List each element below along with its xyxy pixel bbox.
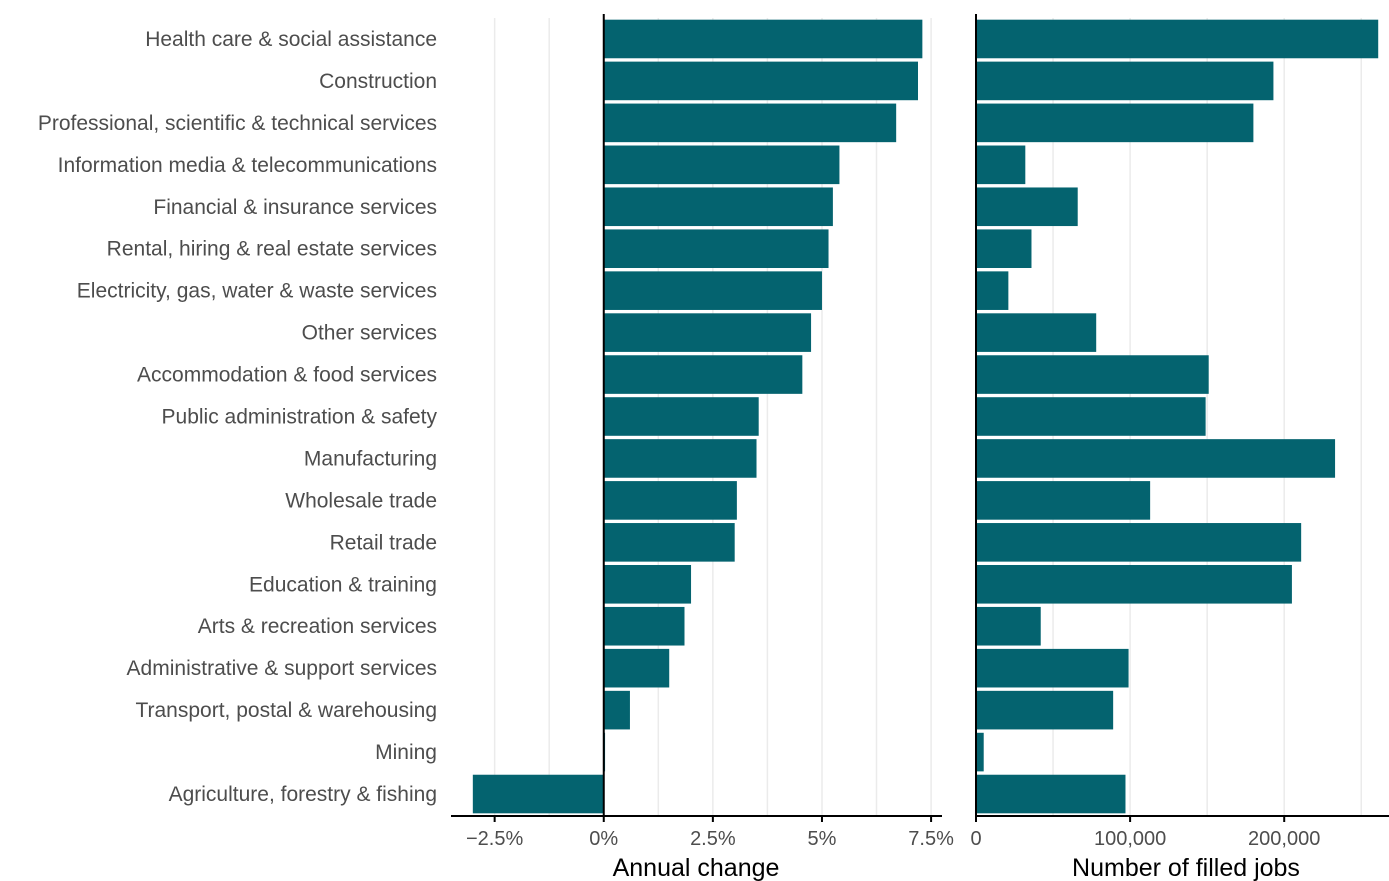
- tick-label: 200,000: [1248, 828, 1320, 850]
- category-label: Professional, scientific & technical ser…: [38, 112, 437, 135]
- annual-change-ticks: −2.5% 0% 2.5% 5% 7.5%: [466, 816, 954, 850]
- bar: [976, 439, 1336, 478]
- bar: [976, 271, 1009, 310]
- bar: [976, 606, 1041, 646]
- bar: [603, 229, 829, 269]
- category-label: Wholesale trade: [285, 489, 437, 512]
- filled-jobs-ticks: 0 100,000 200,000: [970, 816, 1320, 850]
- bar: [603, 103, 897, 143]
- bar: [603, 19, 923, 59]
- category-label: Education & training: [249, 573, 437, 596]
- bar: [603, 271, 822, 310]
- bar: [976, 648, 1129, 688]
- bar: [976, 481, 1151, 520]
- category-label: Public administration & safety: [162, 406, 438, 429]
- tick-label: 5%: [808, 828, 837, 850]
- bar: [472, 774, 604, 814]
- bar: [976, 732, 984, 772]
- tick-label: 7.5%: [908, 828, 954, 850]
- bar: [976, 397, 1206, 436]
- filled-jobs-bars: [976, 19, 1379, 814]
- bar: [976, 690, 1114, 730]
- category-label: Arts & recreation services: [198, 615, 437, 638]
- tick-label: 0%: [589, 828, 618, 850]
- filled-jobs-axis-title: Number of filled jobs: [1072, 854, 1300, 881]
- filled-jobs-panel: 0 100,000 200,000 Number of filled jobs: [970, 14, 1389, 881]
- bar: [603, 690, 630, 730]
- category-label: Manufacturing: [304, 447, 437, 470]
- tick-label: 0: [970, 828, 981, 850]
- category-label: Agriculture, forestry & fishing: [169, 783, 437, 806]
- bar: [976, 19, 1379, 59]
- annual-change-panel: −2.5% 0% 2.5% 5% 7.5% Annual change: [451, 14, 954, 881]
- category-label: Administrative & support services: [127, 657, 437, 680]
- bar: [603, 145, 840, 185]
- bar: [603, 648, 670, 688]
- bar: [603, 355, 803, 394]
- bar: [603, 187, 833, 227]
- bar: [976, 774, 1126, 814]
- annual-change-axis-title: Annual change: [613, 854, 780, 881]
- annual-change-bars: [472, 19, 923, 814]
- bar: [976, 103, 1254, 143]
- bar: [603, 481, 737, 520]
- bar: [603, 313, 812, 352]
- tick-label: 2.5%: [690, 828, 736, 850]
- tick-label: 100,000: [1094, 828, 1166, 850]
- category-label: Retail trade: [330, 531, 437, 554]
- category-label: Information media & telecommunications: [58, 154, 437, 177]
- bar: [603, 397, 759, 436]
- bar: [603, 523, 735, 562]
- bar: [603, 61, 918, 101]
- bar: [976, 355, 1209, 394]
- category-label: Mining: [375, 741, 437, 764]
- bar: [976, 61, 1274, 101]
- bar: [976, 313, 1097, 352]
- category-label: Health care & social assistance: [145, 28, 437, 51]
- bar: [976, 187, 1078, 227]
- category-label: Construction: [319, 70, 437, 93]
- category-label: Financial & insurance services: [153, 196, 437, 219]
- tick-label: −2.5%: [466, 828, 523, 850]
- bar: [976, 564, 1292, 604]
- bar: [603, 564, 692, 604]
- category-label: Electricity, gas, water & waste services: [77, 280, 437, 303]
- category-label: Rental, hiring & real estate services: [107, 238, 437, 261]
- bar: [976, 523, 1302, 562]
- bar: [976, 145, 1026, 185]
- bar: [603, 606, 685, 646]
- category-label: Accommodation & food services: [137, 364, 437, 387]
- filled-jobs-axes: [975, 14, 1389, 817]
- category-label: Other services: [302, 322, 437, 345]
- category-labels: Health care & social assistance Construct…: [38, 28, 438, 806]
- bar: [603, 439, 757, 478]
- bar: [976, 229, 1032, 269]
- annual-change-axes: [451, 14, 942, 817]
- category-label: Transport, postal & warehousing: [135, 699, 437, 722]
